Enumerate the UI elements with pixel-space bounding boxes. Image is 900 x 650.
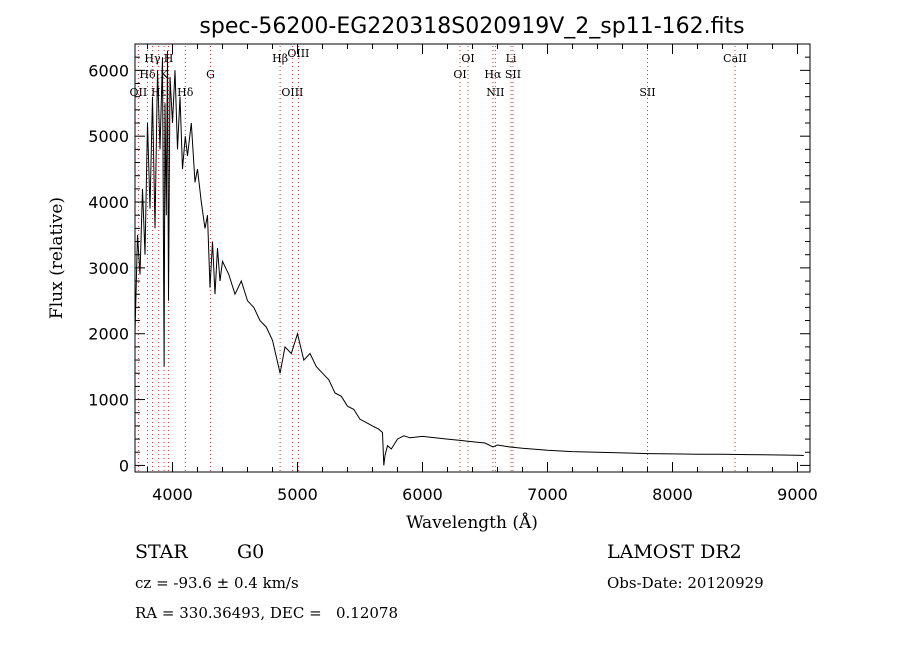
y-axis-label: Flux (relative) <box>47 197 67 319</box>
x-tick-label: 8000 <box>652 485 693 504</box>
line-marker-label: OI <box>461 52 474 65</box>
coordinates: RA = 330.36493, DEC = 0.12078 <box>135 604 399 622</box>
line-marker-label: Hδ <box>177 86 194 99</box>
x-tick-label: 4000 <box>152 485 193 504</box>
x-tick-label: 9000 <box>777 485 818 504</box>
plot-frame <box>134 43 811 473</box>
line-marker-label: SII <box>505 68 521 81</box>
line-marker-label: Li <box>506 52 517 65</box>
survey-name: LAMOST DR2 <box>607 541 742 563</box>
x-tick-label: 6000 <box>402 485 443 504</box>
line-marker-label: Hα <box>484 68 502 81</box>
line-marker-label: Hγ <box>144 52 161 65</box>
x-tick-label: 7000 <box>527 485 568 504</box>
y-tick-label: 4000 <box>88 193 129 212</box>
x-axis-label: Wavelength (Å) <box>406 512 538 533</box>
object-subclass: G0 <box>237 541 265 563</box>
x-axis-ticks: 4000 5000 6000 7000 8000 9000 <box>147 44 818 504</box>
line-marker-label: Hδ <box>139 68 156 81</box>
chart-title: spec-56200-EG220318S020919V_2_sp11-162.f… <box>199 14 744 39</box>
y-tick-label: 3000 <box>88 259 129 278</box>
line-marker-label: CaII <box>723 52 747 65</box>
y-tick-label: 2000 <box>88 325 129 344</box>
observation-date: Obs-Date: 20120929 <box>607 574 764 592</box>
x-tick-label: 5000 <box>277 485 318 504</box>
spectrum-line <box>134 50 804 466</box>
y-tick-label: 1000 <box>88 391 129 410</box>
y-tick-label: 0 <box>119 456 129 475</box>
line-marker-label: OIII <box>287 47 309 60</box>
line-marker-label: SII <box>639 86 655 99</box>
line-marker-label: NII <box>486 86 504 99</box>
line-marker-label: K <box>160 68 169 81</box>
line-marker-label: OI <box>453 68 466 81</box>
line-marker-label: Hβ <box>272 52 288 65</box>
y-axis-ticks: 0 1000 2000 3000 4000 5000 6000 <box>88 43 810 475</box>
spectrum-series <box>134 50 804 466</box>
line-marker-label: OIII <box>281 86 303 99</box>
redshift-cz: cz = -93.6 ± 0.4 km/s <box>135 574 299 592</box>
y-tick-label: 6000 <box>88 61 129 80</box>
y-tick-label: 5000 <box>88 127 129 146</box>
line-marker-label: H <box>164 52 174 65</box>
object-class: STAR <box>135 541 188 563</box>
line-marker-label: G <box>206 68 215 81</box>
line-marker-label: OII <box>130 86 148 99</box>
